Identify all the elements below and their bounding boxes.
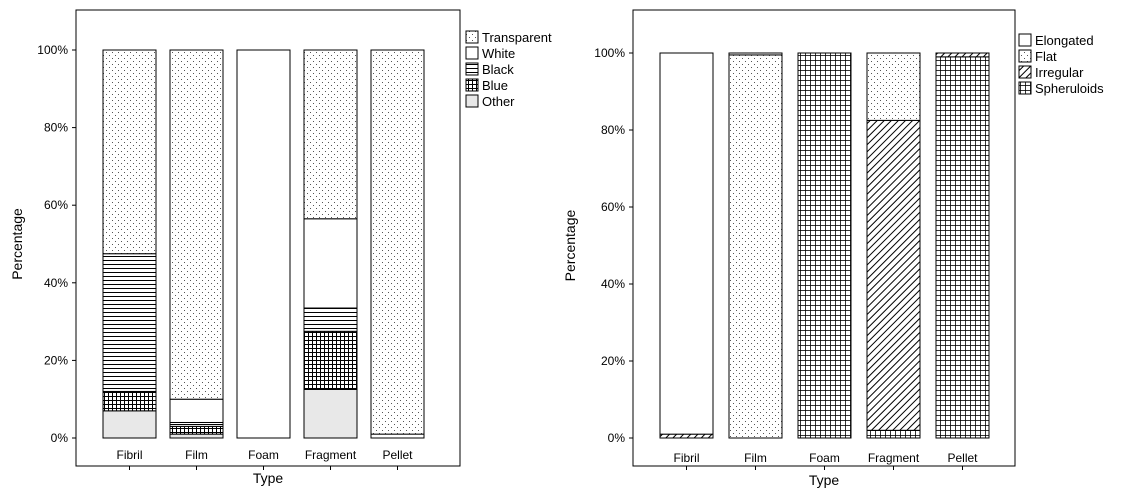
shape-chart: 0% 20% 40% 60% 80% 100% Percentage Fibril Film Fo…	[562, 9, 1104, 488]
y-tick-label: 20%	[601, 354, 625, 368]
x-tick-label: Pellet	[947, 451, 978, 465]
x-tick-label: Fragment	[305, 448, 357, 462]
bar-segment-film-elongated	[728, 52, 783, 56]
legend-label: Blue	[482, 78, 508, 93]
bar-segment-foam-spheruloids	[797, 52, 852, 439]
bar-segment-fragment-transparent	[303, 49, 358, 220]
bar-segment-fragment-blue	[303, 330, 358, 390]
bar-segment-fibril-elongated	[659, 52, 714, 435]
bar-segment-fibril-irregular	[659, 433, 714, 439]
legend-label: Other	[482, 94, 515, 109]
legend-swatch	[465, 78, 479, 92]
bar-segment-foam-white	[236, 49, 291, 439]
y-axis-label: Percentage	[9, 208, 25, 280]
legend-swatch	[465, 30, 479, 44]
x-tick-label: Film	[744, 451, 767, 465]
legend-swatch	[1018, 49, 1032, 63]
x-tick-label: Fragment	[868, 451, 920, 465]
y-tick-label: 20%	[44, 353, 68, 367]
bar-segment-fragment-white	[303, 218, 358, 309]
legend-swatch	[465, 94, 479, 108]
x-axis-label: Type	[809, 472, 840, 488]
y-tick-label: 100%	[37, 43, 68, 57]
y-axis-label: Percentage	[562, 209, 578, 281]
y-tick-label: 60%	[44, 198, 68, 212]
legend-label: Elongated	[1035, 33, 1094, 48]
x-tick-label: Foam	[809, 451, 840, 465]
legend-swatch	[1018, 33, 1032, 47]
y-tick-label: 80%	[44, 121, 68, 135]
color-chart: 0% 20% 40% 60% 80% 100% Percentage Fibril Film Fo…	[9, 9, 552, 486]
legend-swatch	[465, 46, 479, 60]
x-tick-label: Pellet	[382, 448, 413, 462]
bar-segment-film-white	[169, 398, 224, 423]
x-tick-label: Foam	[248, 448, 279, 462]
bar-segment-film-transparent	[169, 49, 224, 400]
bar-segment-film-other	[169, 433, 224, 439]
bar-segment-fibril-blue	[102, 390, 157, 412]
bar-segment-film-flat	[728, 54, 783, 439]
bar-segment-pellet-transparent	[370, 49, 425, 435]
bar-segment-pellet-other	[935, 52, 990, 58]
bar-segment-fragment-spheruloids	[866, 429, 921, 439]
bar-segment-fragment-irregular	[866, 119, 921, 431]
y-tick-label: 40%	[601, 277, 625, 291]
bar-segment-fragment-flat	[866, 52, 921, 121]
legend-label: Flat	[1035, 49, 1057, 64]
bar-segment-fibril-black	[102, 253, 157, 392]
bar-segment-film-black	[169, 421, 224, 427]
bar-segment-fragment-other	[303, 389, 358, 439]
y-tick-label: 80%	[601, 123, 625, 137]
plot-frame	[75, 9, 461, 467]
bar-segment-fibril-transparent	[102, 49, 157, 255]
bar-segment-pellet-spheruloids	[935, 56, 990, 439]
y-tick-label: 100%	[594, 46, 625, 60]
x-tick-label: Fibril	[674, 451, 700, 465]
legend-swatch	[1018, 81, 1032, 95]
bar-segment-fragment-black	[303, 307, 358, 332]
bar-segment-fibril-other	[102, 410, 157, 439]
legend-label: Irregular	[1035, 65, 1084, 80]
legend-label: White	[482, 46, 515, 61]
legend-swatch	[465, 62, 479, 76]
bar-segment-pellet-white	[370, 433, 425, 439]
y-tick-label: 0%	[51, 431, 69, 445]
x-axis-label: Type	[253, 470, 284, 486]
legend-swatch	[1018, 65, 1032, 79]
legend-label: Transparent	[482, 30, 552, 45]
y-tick-label: 60%	[601, 200, 625, 214]
x-tick-label: Fibril	[117, 448, 143, 462]
legend-label: Black	[482, 62, 514, 77]
y-tick-label: 40%	[44, 276, 68, 290]
x-tick-label: Film	[185, 448, 208, 462]
bar-segment-film-blue	[169, 425, 224, 435]
y-tick-label: 0%	[608, 431, 626, 445]
legend-label: Spheruloids	[1035, 81, 1104, 96]
